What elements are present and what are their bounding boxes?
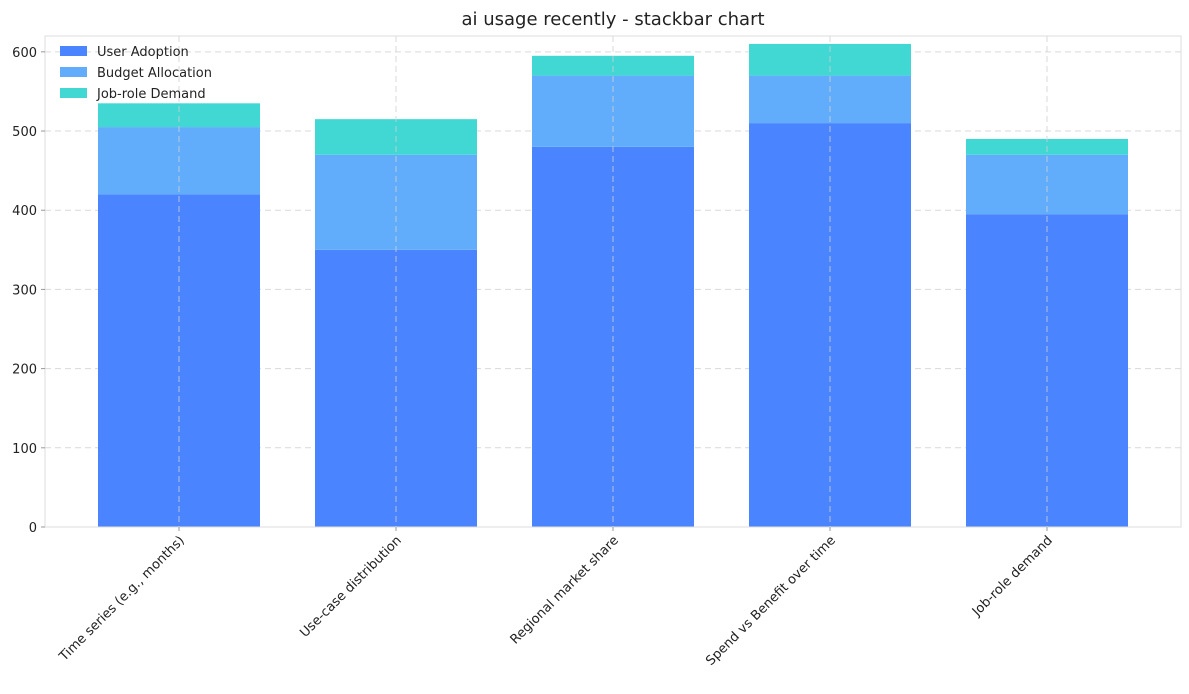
legend-label: Job-role Demand <box>96 87 206 102</box>
bar-segment <box>532 55 694 76</box>
legend-swatch <box>60 88 87 98</box>
y-tick-label: 600 <box>12 46 37 61</box>
y-tick-label: 0 <box>29 521 37 536</box>
y-axis-ticks: 0 100 200 300 400 500 600 <box>12 46 45 536</box>
x-tick-label: Use-case distribution <box>297 533 405 641</box>
y-tick-label: 200 <box>12 363 37 378</box>
legend-swatch <box>60 46 87 56</box>
bar-segment <box>966 154 1128 215</box>
legend-label: Budget Allocation <box>97 66 212 81</box>
x-tick-label: Job-role demand <box>969 533 1056 620</box>
bar-segment <box>98 103 260 128</box>
y-tick-label: 300 <box>12 283 37 298</box>
y-tick-label: 400 <box>12 204 37 219</box>
x-tick-label: Regional market share <box>508 533 622 647</box>
x-tick-label: Spend vs Benefit over time <box>703 533 839 669</box>
y-tick-label: 100 <box>12 442 37 457</box>
x-axis-ticks: Time series (e.g., months) Use-case distr… <box>56 527 1056 669</box>
vertical-grid-lines <box>178 36 1048 527</box>
x-tick-label: Time series (e.g., months) <box>56 533 188 665</box>
y-tick-label: 500 <box>12 125 37 140</box>
legend: User Adoption Budget Allocation Job-role D… <box>60 45 212 102</box>
legend-label: User Adoption <box>97 45 189 60</box>
legend-swatch <box>60 67 87 77</box>
chart-title: ai usage recently - stackbar chart <box>461 9 764 30</box>
